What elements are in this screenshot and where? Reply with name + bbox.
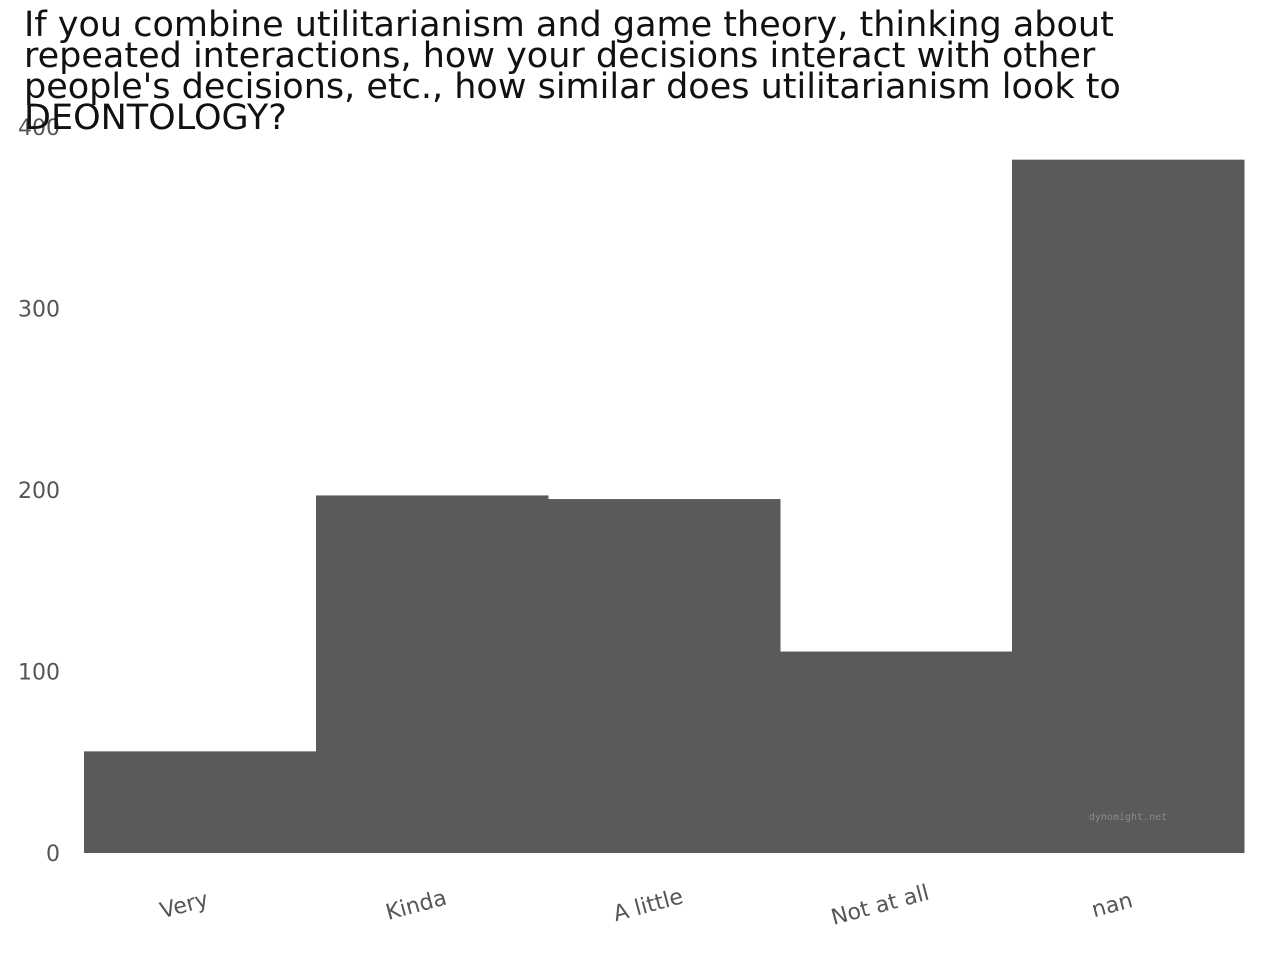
x-category-label-not-at-all: Not at all — [829, 881, 932, 931]
y-tick-label-300: 300 — [18, 298, 60, 323]
x-category-label-nan: nan — [1089, 888, 1135, 923]
x-category-label-very: Very — [157, 887, 211, 924]
x-category-label-a-little: A little — [611, 884, 686, 927]
bar-kinda — [316, 495, 549, 853]
bars-group — [84, 159, 1245, 854]
bar-very — [84, 751, 317, 853]
x-category-label-kinda: Kinda — [383, 886, 449, 926]
chart-title: If you combine utilitarianism and game t… — [24, 5, 1121, 138]
bar-not-at-all — [780, 651, 1013, 853]
y-tick-label-200: 200 — [18, 479, 60, 504]
y-tick-label-0: 0 — [46, 842, 60, 867]
bar-a-little — [548, 499, 781, 853]
watermark: dynomight.net — [1089, 812, 1167, 823]
y-axis-ticks: 0 100 200 300 400 — [18, 116, 60, 867]
y-tick-label-100: 100 — [18, 661, 60, 686]
bar-nan — [1012, 159, 1245, 854]
x-axis-labels: Very Kinda A little Not at all nan — [157, 881, 1135, 931]
y-tick-label-400: 400 — [18, 116, 60, 141]
